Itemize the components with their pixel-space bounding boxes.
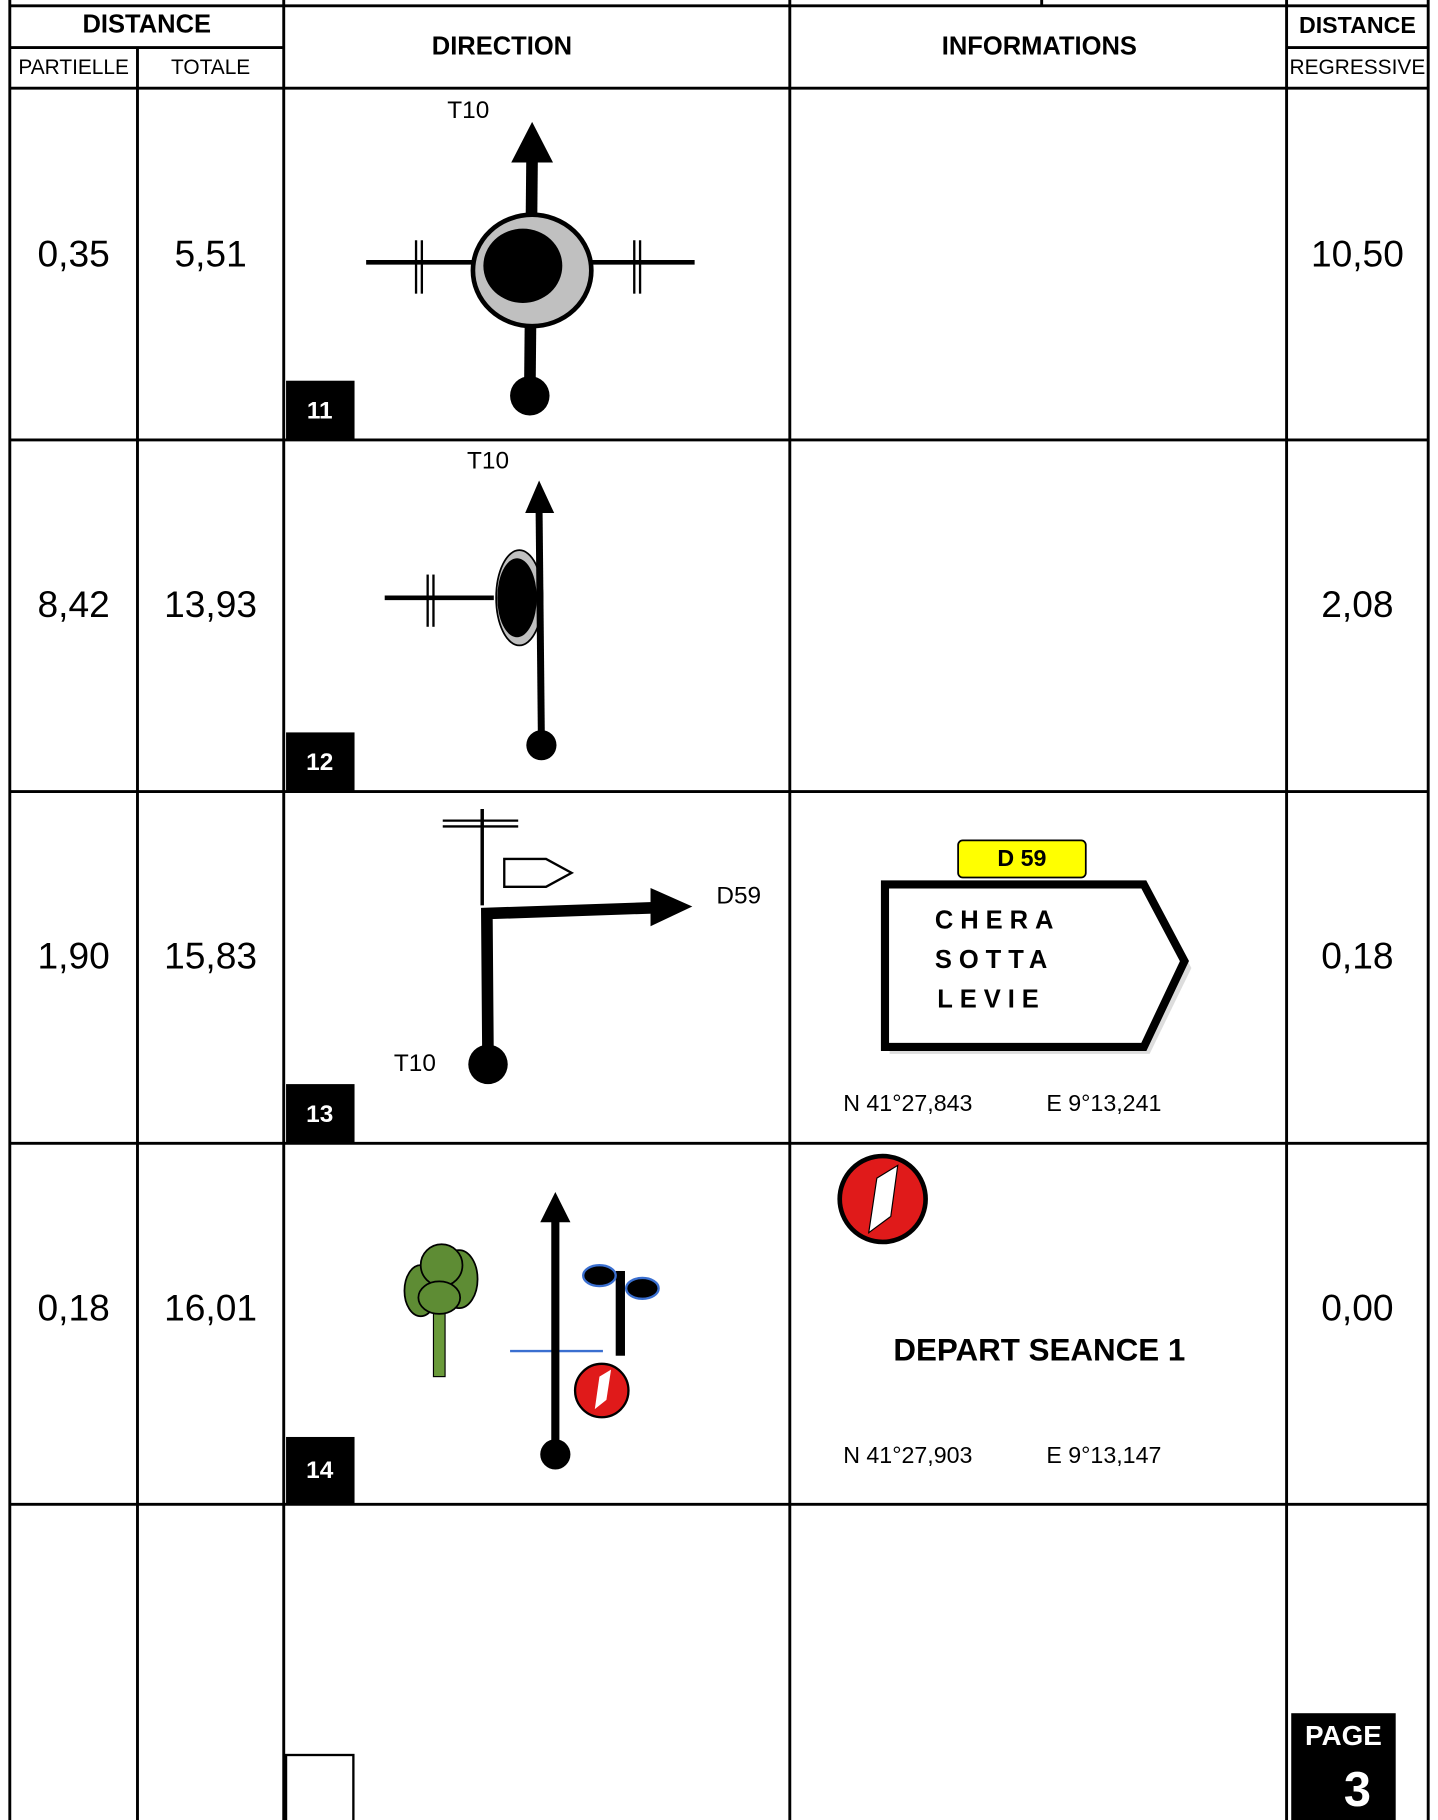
junction-diagram-part: [497, 558, 537, 638]
start-diagram-part: [540, 1192, 571, 1223]
start-diagram-part-part: [417, 1280, 462, 1315]
turn-right-diagram-part: [468, 1044, 508, 1085]
step-number: 14: [306, 1457, 334, 1484]
partielle: 1,90: [38, 935, 110, 977]
direction-sign-part: [957, 839, 1087, 879]
step-number: 11: [307, 397, 333, 424]
start-diagram-part: [403, 1243, 479, 1318]
start-diagram: [403, 1192, 660, 1470]
start-diagram-part: [624, 1276, 660, 1301]
turn-right-diagram-part: [481, 901, 657, 1063]
turn-right-diagram: [442, 809, 693, 1085]
coordinate: E 9°13,241: [1046, 1090, 1161, 1116]
step-box: 12: [286, 732, 355, 791]
start-diagram-part: [594, 1369, 612, 1410]
start-icon: [837, 1153, 928, 1245]
info-text: DEPART SEANCE 1: [893, 1333, 1185, 1368]
header-distance: DISTANCE: [83, 10, 212, 38]
totale: 15,83: [164, 935, 257, 977]
coordinate: E 9°13,147: [1046, 1442, 1161, 1468]
sign-line: SOTTA: [935, 946, 1054, 974]
junction-diagram-part: [535, 510, 545, 743]
sign-line: LEVIE: [937, 985, 1046, 1013]
step-box-part: [286, 1436, 355, 1504]
step-box: 14: [286, 1436, 355, 1504]
road-label: T10: [394, 1050, 436, 1077]
direction-sign: [880, 839, 1192, 1054]
regressive: 2,08: [1321, 583, 1393, 625]
regressive: 0,18: [1321, 935, 1393, 977]
header-partielle: PARTIELLE: [18, 56, 129, 79]
partielle: 8,42: [38, 583, 110, 625]
partielle: 0,18: [38, 1286, 110, 1328]
roundabout-diagram: [366, 121, 695, 416]
table-grid: [8, 0, 1430, 1820]
header-direction: DIRECTION: [432, 32, 572, 60]
junction-diagram: [384, 480, 557, 761]
step-box-part: [286, 1084, 355, 1143]
coordinate: N 41°27,903: [843, 1442, 972, 1468]
regressive: 10,50: [1311, 232, 1404, 274]
page-number: 3: [1344, 1763, 1371, 1817]
roundabout-diagram-part: [510, 376, 550, 416]
regressive: 0,00: [1321, 1286, 1393, 1328]
road-label: T10: [467, 447, 509, 474]
header-informations: INFORMATIONS: [942, 32, 1137, 60]
start-diagram-part: [582, 1264, 617, 1288]
step-box: 11: [286, 380, 355, 439]
road-label: D59: [716, 883, 761, 910]
partielle: 0,35: [38, 232, 110, 274]
step-box-empty: [284, 1753, 355, 1820]
roundabout-diagram-part: [511, 121, 554, 163]
step-number: 12: [306, 749, 333, 776]
start-diagram-part: [432, 1308, 446, 1378]
turn-right-diagram-part: [650, 887, 693, 927]
junction-diagram-part: [525, 480, 555, 514]
step-box-part: [286, 732, 355, 791]
roundabout-diagram-part: [483, 228, 563, 303]
page-box: [1291, 1713, 1396, 1820]
direction-sign-part: [880, 880, 1189, 1052]
coordinate: N 41°27,843: [843, 1090, 972, 1116]
step-box: 13: [286, 1084, 355, 1143]
step-box-part: [286, 380, 355, 439]
start-diagram-part-part: [419, 1243, 464, 1287]
header-distance-right: DISTANCE: [1299, 12, 1416, 38]
header-regressive: REGRESSIVE: [1290, 56, 1426, 79]
sign-line: CHERA: [935, 906, 1061, 934]
start-icon-part: [867, 1164, 899, 1234]
step-number: 13: [306, 1101, 333, 1128]
totale: 13,93: [164, 583, 257, 625]
header-totale: TOTALE: [171, 56, 250, 79]
junction-diagram-part: [526, 730, 557, 761]
start-diagram-part: [615, 1270, 625, 1356]
start-diagram-part: [540, 1439, 571, 1470]
page-label: PAGE: [1305, 1720, 1382, 1751]
road-number: D 59: [997, 845, 1046, 871]
totale: 16,01: [164, 1286, 257, 1328]
road-label: T10: [447, 97, 489, 124]
totale: 5,51: [174, 232, 246, 274]
turn-right-diagram-part: [503, 857, 575, 888]
